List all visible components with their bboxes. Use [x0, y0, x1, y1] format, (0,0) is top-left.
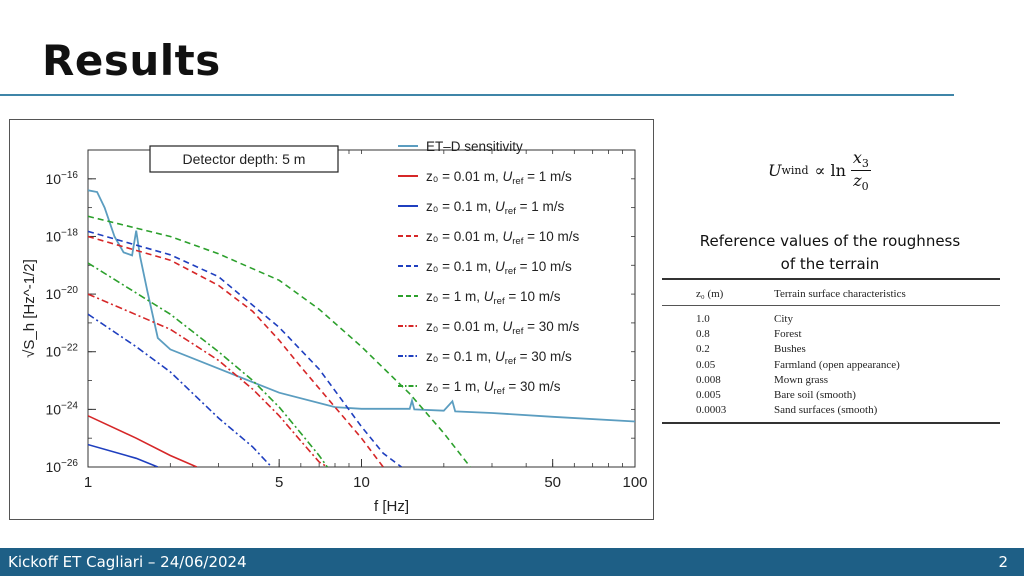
formula-fraction: x3 z0 [850, 148, 871, 193]
series-line-4 [88, 230, 402, 467]
legend-label: z₀ = 0.01 m, Uref = 10 m/s [426, 229, 580, 247]
psd-chart: 1 5 10 50 100 10−16 10−18 10−20 10−22 10−24 10−26 f… [21, 139, 648, 515]
formula-numerator: x3 [850, 148, 871, 172]
table-body: 1.0 City 0.8 Forest 0.2 Bushes 0.05 Farmland (o… [662, 306, 1000, 422]
legend-label: z₀ = 0.01 m, Uref = 1 m/s [426, 169, 572, 187]
header-terrain: Terrain surface characteristics [774, 288, 906, 300]
page-number: 2 [998, 553, 1008, 571]
cell-z0: 0.05 [696, 358, 716, 371]
y-tick-label: 10−16 [45, 170, 78, 187]
title-divider [0, 94, 954, 96]
cell-z0: 0.0003 [696, 404, 727, 417]
y-tick-label: 10−18 [45, 227, 78, 244]
annotation-text: Detector depth: 5 m [183, 151, 306, 167]
series-line-1 [88, 415, 198, 467]
x-tick-label: 100 [622, 474, 647, 491]
formula-lhs: U [768, 161, 782, 181]
table-row: 0.0003 Sand surfaces (smooth) [662, 403, 1000, 418]
x-tick-label: 50 [544, 474, 561, 491]
table-row: 0.008 Mown grass [662, 373, 1000, 388]
legend-label: z₀ = 0.1 m, Uref = 30 m/s [426, 349, 572, 367]
series-line-8 [88, 262, 328, 467]
header-z0: z₀ (m) [696, 288, 724, 300]
legend-label: z₀ = 0.1 m, Uref = 10 m/s [426, 259, 572, 277]
series-line-7 [88, 313, 273, 467]
table-row: 0.05 Farmland (open appearance) [662, 358, 1000, 373]
x-tick-label: 10 [353, 474, 370, 491]
formula-operator: ∝ ln [814, 161, 846, 181]
series-line-5 [88, 215, 471, 467]
table-row: 0.2 Bushes [662, 342, 1000, 357]
x-axis-label: f [Hz] [374, 498, 409, 515]
legend-label: z₀ = 0.01 m, Uref = 30 m/s [426, 319, 580, 337]
formula-den-var: z [853, 171, 862, 191]
cell-z0: 0.008 [696, 373, 721, 386]
cell-z0: 0.2 [696, 343, 710, 356]
formula-num-sub: 3 [861, 157, 869, 171]
series-line-0 [88, 189, 635, 423]
cell-terrain: Sand surfaces (smooth) [774, 404, 878, 417]
plot-frame [87, 149, 636, 468]
reference-caption-line1: Reference values of the roughness [699, 232, 961, 250]
psd-figure: 1 5 10 50 100 10−16 10−18 10−20 10−22 10−24 10−26 f… [9, 119, 654, 520]
footer-bar: Kickoff ET Cagliari – 24/06/2024 2 [0, 548, 1024, 576]
y-tick-label: 10−24 [45, 400, 78, 417]
table-row: 1.0 City [662, 312, 1000, 327]
cell-terrain: Bare soil (smooth) [774, 388, 856, 401]
table-row: 0.005 Bare soil (smooth) [662, 388, 1000, 403]
legend-label: z₀ = 1 m, Uref = 30 m/s [426, 379, 561, 397]
cell-terrain: Bushes [774, 343, 806, 356]
x-tick-label: 5 [275, 474, 283, 491]
cell-z0: 0.005 [696, 388, 721, 401]
y-axis-label: √S_h [Hz^-1/2] [21, 259, 38, 358]
cell-terrain: Mown grass [774, 373, 829, 386]
x-tick-label: 1 [84, 474, 92, 491]
series-line-6 [88, 293, 328, 467]
cell-z0: 1.0 [696, 313, 710, 325]
formula-lhs-sub: wind [781, 164, 809, 178]
y-tick-label: 10−22 [45, 343, 78, 360]
y-tick-label: 10−26 [45, 458, 78, 475]
legend-label: z₀ = 1 m, Uref = 10 m/s [426, 289, 561, 307]
legend-label: z₀ = 0.1 m, Uref = 1 m/s [426, 199, 564, 217]
table-row: 0.8 Forest [662, 327, 1000, 342]
legend-label: ET–D sensitivity [426, 139, 523, 154]
reference-caption-line2: of the terrain [780, 255, 880, 273]
formula-den-sub: 0 [861, 180, 869, 194]
cell-z0: 0.8 [696, 328, 710, 341]
cell-terrain: Farmland (open appearance) [774, 358, 900, 371]
table-header: z₀ (m) Terrain surface characteristics [662, 280, 1000, 306]
reference-caption: Reference values of the roughness of the… [680, 230, 980, 276]
roughness-table: z₀ (m) Terrain surface characteristics 1… [662, 278, 1000, 425]
series-line-2 [88, 443, 159, 467]
formula-denominator: z0 [853, 171, 868, 193]
footer-text: Kickoff ET Cagliari – 24/06/2024 [8, 553, 247, 571]
annotation-box [149, 145, 339, 173]
y-tick-label: 10−20 [45, 285, 78, 302]
formula-num-var: x [852, 148, 862, 167]
slide-title: Results [42, 36, 221, 85]
series-line-3 [88, 235, 384, 467]
cell-terrain: City [774, 313, 793, 325]
cell-terrain: Forest [774, 328, 802, 341]
